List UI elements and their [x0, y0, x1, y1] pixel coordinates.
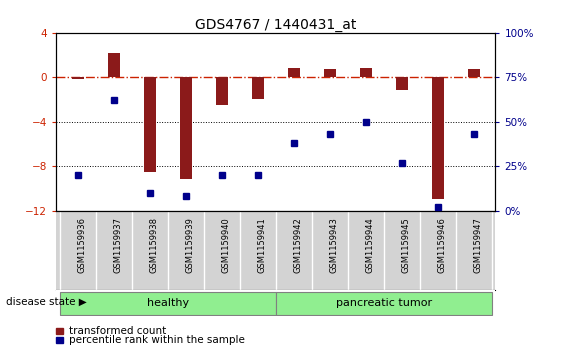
Text: disease state ▶: disease state ▶ — [6, 297, 86, 307]
Bar — [360, 68, 372, 77]
Text: GSM1159938: GSM1159938 — [150, 217, 159, 273]
Bar — [432, 77, 444, 199]
Bar — [467, 69, 480, 77]
Bar — [144, 77, 156, 172]
Bar — [396, 77, 408, 90]
Text: pancreatic tumor: pancreatic tumor — [336, 298, 432, 307]
Text: GSM1159941: GSM1159941 — [258, 217, 267, 273]
Bar — [180, 77, 192, 179]
Text: GSM1159946: GSM1159946 — [438, 217, 447, 273]
Bar — [324, 69, 336, 77]
Bar — [72, 77, 84, 79]
Text: GSM1159939: GSM1159939 — [186, 217, 195, 273]
Bar — [108, 53, 120, 77]
Bar — [288, 68, 300, 77]
Text: healthy: healthy — [147, 298, 189, 307]
Text: GSM1159940: GSM1159940 — [222, 217, 231, 273]
Text: GSM1159947: GSM1159947 — [474, 217, 483, 273]
Bar — [60, 292, 276, 314]
Bar — [276, 292, 492, 314]
Text: GSM1159945: GSM1159945 — [402, 217, 411, 273]
Text: transformed count: transformed count — [69, 326, 166, 337]
Text: GSM1159943: GSM1159943 — [330, 217, 339, 273]
Text: GSM1159942: GSM1159942 — [294, 217, 303, 273]
Text: GSM1159936: GSM1159936 — [78, 217, 87, 273]
Text: GSM1159944: GSM1159944 — [366, 217, 375, 273]
Bar — [252, 77, 264, 99]
Text: percentile rank within the sample: percentile rank within the sample — [69, 335, 244, 346]
Text: GSM1159937: GSM1159937 — [114, 217, 123, 273]
Bar — [216, 77, 228, 105]
Title: GDS4767 / 1440431_at: GDS4767 / 1440431_at — [195, 18, 356, 32]
